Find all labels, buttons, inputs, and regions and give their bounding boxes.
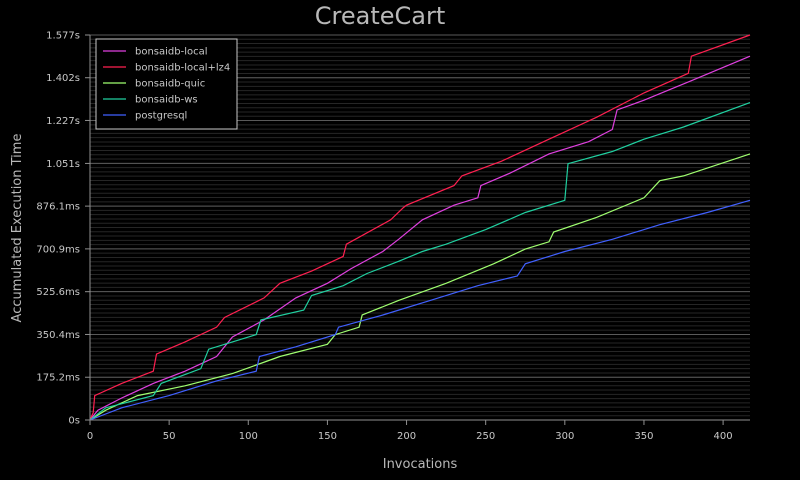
legend-label: bonsaidb-local: [135, 47, 208, 58]
x-tick-label: 250: [476, 431, 495, 442]
x-tick-label: 400: [714, 431, 733, 442]
y-tick-label: 700.9ms: [36, 244, 80, 255]
legend-label: bonsaidb-ws: [135, 95, 198, 106]
chart-title: CreateCart: [315, 2, 446, 30]
x-tick-label: 50: [163, 431, 176, 442]
y-tick-label: 0s: [68, 416, 80, 427]
y-tick-label: 1.577s: [46, 31, 80, 42]
legend: bonsaidb-local bonsaidb-local+lz4 bonsaidb…: [95, 38, 238, 130]
series-line-bonsaidb-ws: [89, 102, 751, 421]
legend-label: bonsaidb-quic: [135, 79, 205, 90]
y-tick-label: 1.051s: [46, 159, 80, 170]
y-axis-label: Accumulated Execution Time: [10, 134, 25, 323]
series-line-bonsaidb-quic: [89, 153, 751, 421]
y-tick-label: 175.2ms: [36, 373, 80, 384]
y-tick-label: 1.402s: [46, 73, 80, 84]
legend-label: bonsaidb-local+lz4: [135, 63, 230, 74]
legend-box: [95, 38, 238, 130]
x-tick-label: 150: [318, 431, 337, 442]
y-tick-label: 1.227s: [46, 116, 80, 127]
x-tick-label: 300: [555, 431, 574, 442]
x-tick-label: 350: [634, 431, 653, 442]
x-axis-label: Invocations: [383, 457, 458, 472]
series-line-bonsaidb-local-lz4: [89, 34, 751, 421]
series-line-postgresql: [89, 199, 751, 421]
y-tick-label: 350.4ms: [36, 330, 80, 341]
x-tick-label: 100: [239, 431, 258, 442]
x-tick-label: 0: [87, 431, 93, 442]
y-tick-label: 525.6ms: [36, 287, 80, 298]
series-line-bonsaidb-local: [89, 55, 751, 421]
tick-labels: 0s 175.2ms 350.4ms 525.6ms 700.9ms 876.1ms 1.0…: [36, 31, 732, 443]
legend-label: postgresql: [135, 111, 187, 122]
series-lines: [89, 34, 751, 421]
y-tick-label: 876.1ms: [36, 202, 80, 213]
x-tick-label: 200: [397, 431, 416, 442]
